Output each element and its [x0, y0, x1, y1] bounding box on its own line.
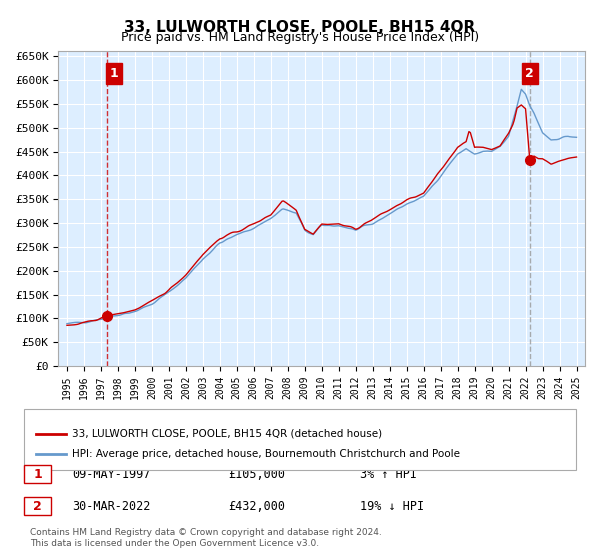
Text: 09-MAY-1997: 09-MAY-1997: [72, 468, 151, 481]
Text: HPI: Average price, detached house, Bournemouth Christchurch and Poole: HPI: Average price, detached house, Bour…: [72, 449, 460, 459]
Text: 2: 2: [34, 500, 42, 513]
Text: £432,000: £432,000: [228, 500, 285, 513]
Text: 33, LULWORTH CLOSE, POOLE, BH15 4QR: 33, LULWORTH CLOSE, POOLE, BH15 4QR: [124, 20, 476, 35]
Text: 33, LULWORTH CLOSE, POOLE, BH15 4QR (detached house): 33, LULWORTH CLOSE, POOLE, BH15 4QR (det…: [72, 429, 382, 439]
Text: Contains HM Land Registry data © Crown copyright and database right 2024.
This d: Contains HM Land Registry data © Crown c…: [30, 528, 382, 548]
Text: 3% ↑ HPI: 3% ↑ HPI: [360, 468, 417, 481]
Text: 1: 1: [109, 67, 118, 80]
Text: Price paid vs. HM Land Registry's House Price Index (HPI): Price paid vs. HM Land Registry's House …: [121, 31, 479, 44]
Text: 1: 1: [34, 468, 42, 481]
Text: £105,000: £105,000: [228, 468, 285, 481]
Text: 19% ↓ HPI: 19% ↓ HPI: [360, 500, 424, 513]
Text: 2: 2: [526, 67, 534, 80]
Text: 30-MAR-2022: 30-MAR-2022: [72, 500, 151, 513]
